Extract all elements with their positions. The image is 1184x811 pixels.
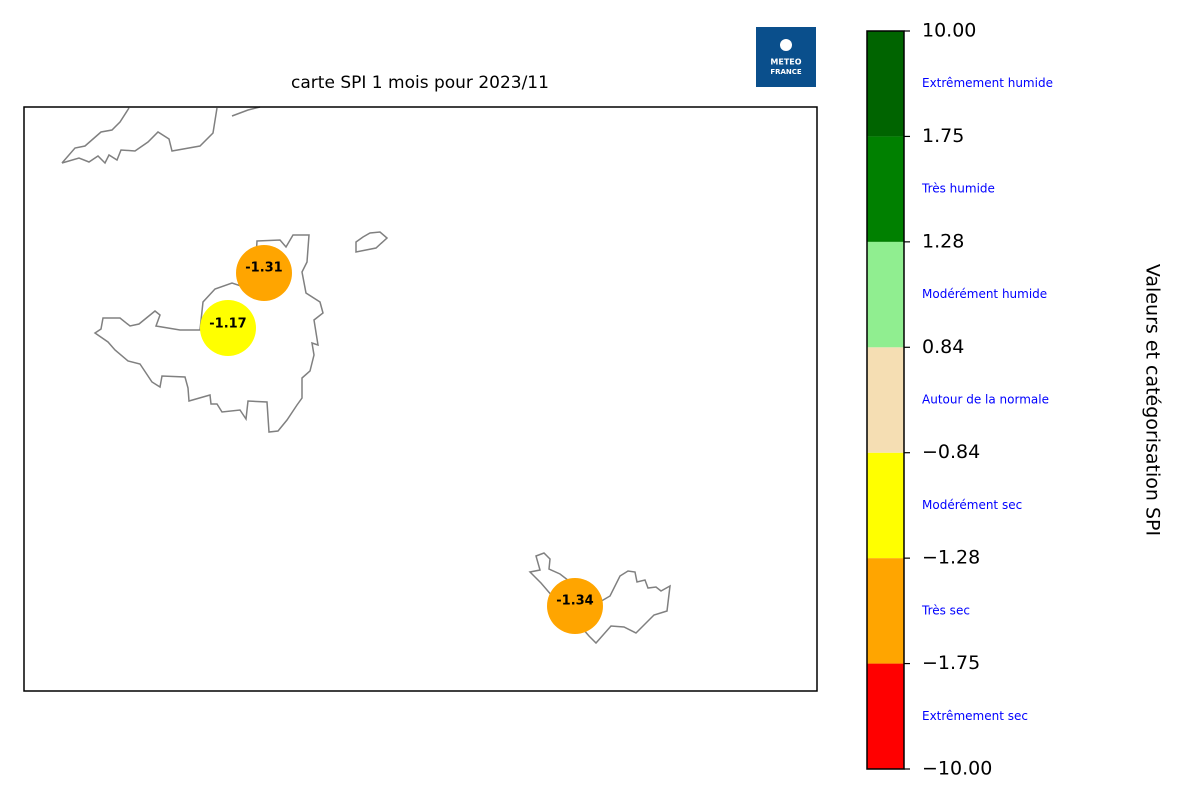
category-label: Modérément sec bbox=[922, 498, 1022, 512]
colorbar-tick-label: −1.28 bbox=[922, 547, 980, 569]
colorbar-frame bbox=[866, 30, 905, 770]
category-label: Extrêmement humide bbox=[922, 76, 1053, 90]
colorbar-segment bbox=[867, 241, 904, 348]
map-title: carte SPI 1 mois pour 2023/11 bbox=[291, 73, 549, 93]
colorbar-segment bbox=[867, 663, 904, 769]
colorbar-tick-label: 1.75 bbox=[922, 125, 964, 147]
coastline bbox=[231, 106, 261, 117]
colorbar-segment bbox=[867, 136, 904, 242]
colorbar-tick-label: −0.84 bbox=[922, 441, 980, 463]
colorbar-tick-label: 0.84 bbox=[922, 336, 964, 358]
colorbar-tick-label: −10.00 bbox=[922, 758, 992, 780]
logo-text: FRANCE bbox=[770, 68, 802, 76]
colorbar-tick-label: 10.00 bbox=[922, 20, 976, 42]
coastline bbox=[93, 234, 324, 433]
category-label: Autour de la normale bbox=[922, 393, 1049, 407]
category-label: Très humide bbox=[921, 182, 995, 196]
category-label: Très sec bbox=[921, 603, 970, 617]
logo-box bbox=[756, 27, 816, 87]
colorbar-segment bbox=[867, 31, 904, 137]
station-label: -1.17 bbox=[209, 317, 246, 332]
coastline bbox=[61, 107, 218, 165]
station-label: -1.34 bbox=[556, 594, 593, 609]
station-marker bbox=[236, 245, 292, 301]
coastline bbox=[61, 107, 130, 164]
map-area: -1.31 -1.17 -1.34 bbox=[23, 106, 818, 692]
colorbar-segment bbox=[867, 558, 904, 664]
logo-text: METEO bbox=[770, 58, 801, 67]
colorbar-label: Valeurs et catégorisation SPI bbox=[1142, 264, 1164, 536]
colorbar-segment bbox=[867, 452, 904, 559]
category-label: Extrêmement sec bbox=[922, 709, 1028, 723]
logo-icon bbox=[780, 39, 792, 51]
colorbar-segment bbox=[867, 347, 904, 453]
station-label: -1.31 bbox=[245, 261, 282, 276]
station-marker bbox=[200, 300, 256, 356]
map-frame bbox=[23, 106, 818, 692]
colorbar-tick-label: 1.28 bbox=[922, 230, 964, 252]
logo: METEO FRANCE bbox=[756, 27, 816, 87]
category-label: Modérément humide bbox=[922, 287, 1047, 301]
coastline bbox=[355, 231, 389, 253]
station-marker bbox=[547, 578, 603, 634]
colorbar-tick-label: −1.75 bbox=[922, 652, 980, 674]
